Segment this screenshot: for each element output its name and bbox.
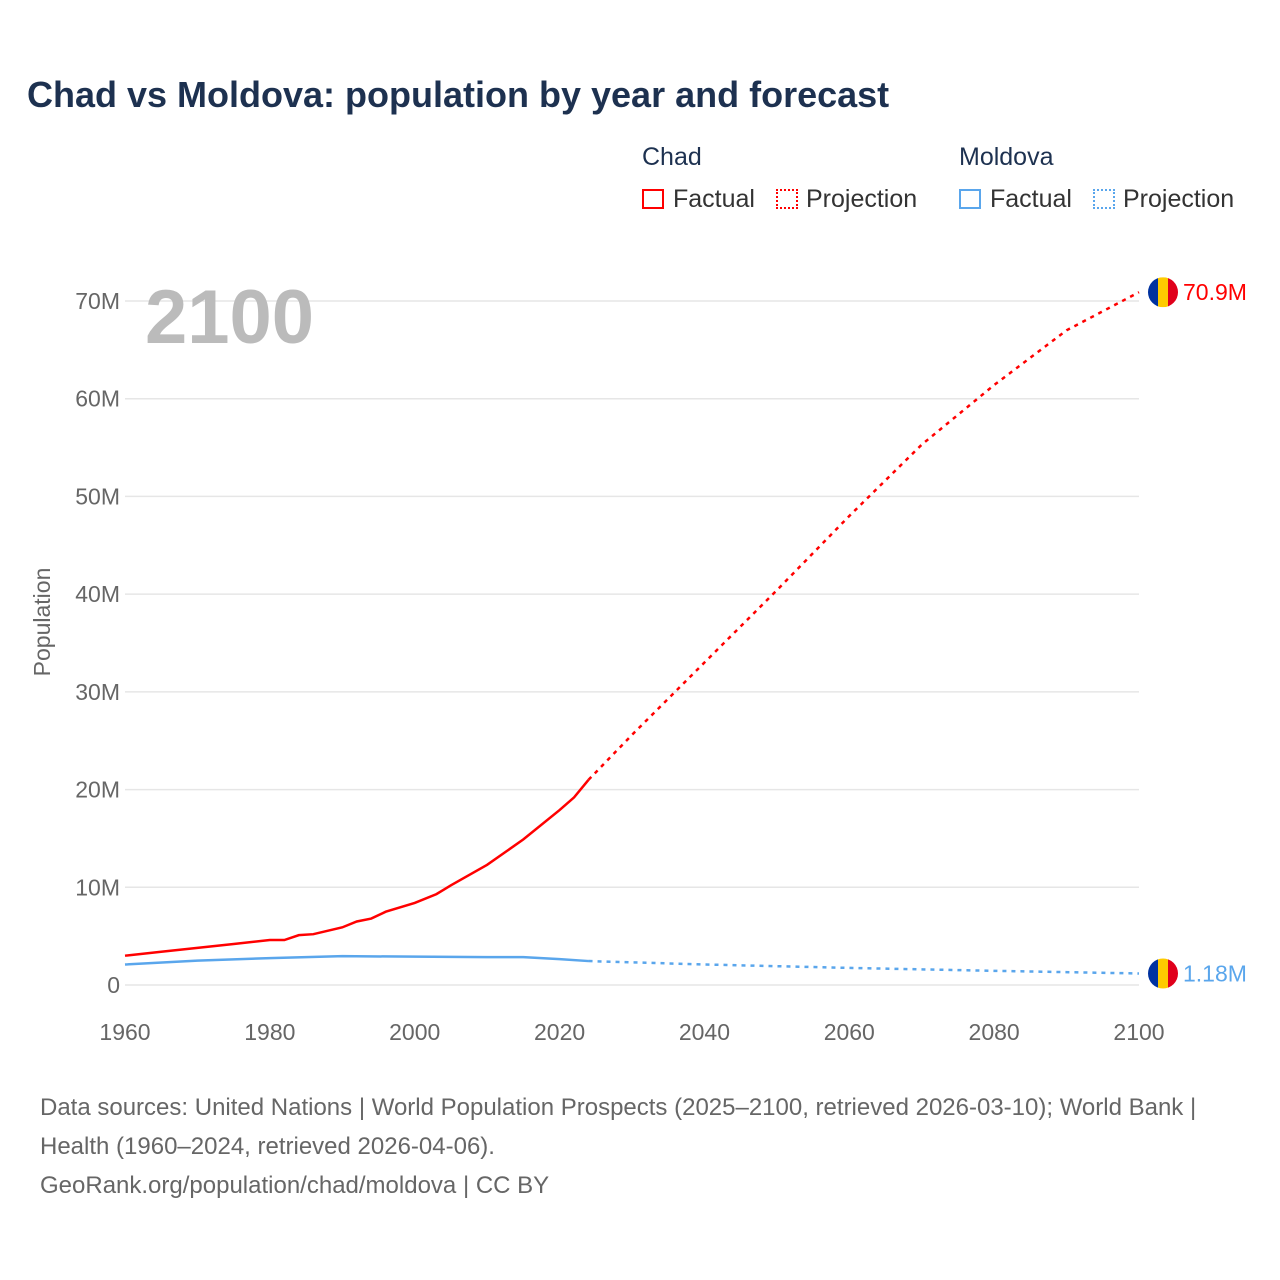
y-tick-label: 10M [75, 874, 120, 900]
x-tick-label: 1980 [244, 1019, 295, 1045]
end-label-moldova: 1.18M [1183, 960, 1247, 986]
year-label: 2100 [145, 275, 314, 360]
legend-swatch-chad-factual [642, 189, 664, 209]
footer: Data sources: United Nations | World Pop… [40, 1088, 1240, 1205]
x-tick-label: 2060 [824, 1019, 875, 1045]
data-sources: Data sources: United Nations | World Pop… [40, 1094, 1197, 1160]
legend-group-moldova: Moldova [959, 143, 1054, 171]
y-tick-label: 50M [75, 483, 120, 509]
chart-title: Chad vs Moldova: population by year and … [27, 74, 890, 115]
x-tick-label: 2040 [679, 1019, 730, 1045]
flag-chad-icon [1168, 277, 1178, 308]
line-moldova-factual [124, 954, 589, 966]
legend-swatch-moldova-factual [959, 189, 981, 209]
legend-swatch-chad-projection [776, 189, 798, 209]
legend-swatch-moldova-projection [1093, 189, 1115, 209]
y-tick-label: 60M [75, 386, 120, 412]
y-tick-label: 20M [75, 777, 120, 803]
legend-chad-factual[interactable]: Factual [673, 185, 755, 213]
y-tick-label: 40M [75, 581, 120, 607]
legend-moldova-projection[interactable]: Projection [1123, 185, 1235, 213]
line-chad-projection [587, 291, 1140, 781]
legend-group-chad: Chad [642, 143, 702, 171]
flag-moldova-icon [1148, 958, 1158, 989]
y-tick-label: 30M [75, 679, 120, 705]
flag-chad-icon [1158, 277, 1168, 308]
legend-moldova-factual[interactable]: Factual [990, 185, 1072, 213]
end-label-chad: 70.9M [1183, 279, 1247, 305]
plot-area: 0 10M 20M 30M 40M 50M 60M 70M 1960 1980 2000 2020 20… [29, 275, 1247, 1045]
flag-moldova-icon [1158, 958, 1168, 989]
x-tick-label: 2080 [969, 1019, 1020, 1045]
flag-moldova-icon [1168, 958, 1178, 989]
y-tick-label: 70M [75, 288, 120, 314]
x-tick-label: 1960 [99, 1019, 150, 1045]
flag-chad-icon [1148, 277, 1158, 308]
line-moldova-projection [588, 959, 1140, 975]
x-tick-label: 2000 [389, 1019, 440, 1045]
line-chad-factual [124, 779, 590, 957]
y-axis-label: Population [29, 568, 55, 677]
x-tick-label: 2100 [1113, 1019, 1164, 1045]
legend-chad-projection[interactable]: Projection [806, 185, 918, 213]
credit-link[interactable]: GeoRank.org/population/chad/moldova | CC… [40, 1172, 550, 1199]
y-tick-label: 0 [107, 972, 120, 998]
x-tick-label: 2020 [534, 1019, 585, 1045]
